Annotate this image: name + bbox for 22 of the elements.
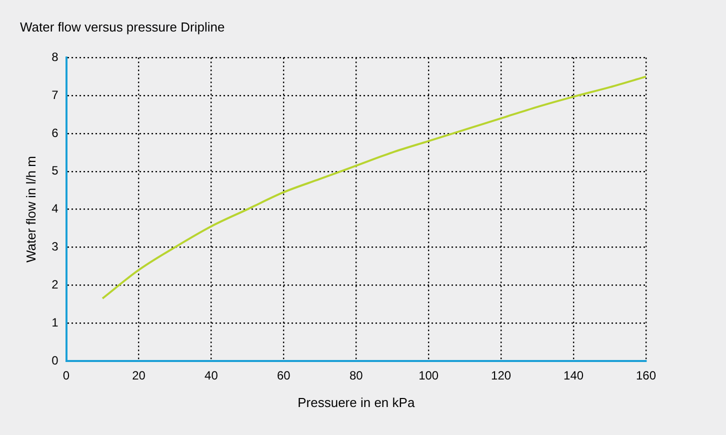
y-tick-label: 3 — [52, 240, 59, 254]
y-tick-label: 7 — [52, 88, 59, 102]
x-tick-label: 40 — [204, 368, 218, 383]
y-tick-label: 6 — [52, 126, 59, 140]
x-tick-label: 20 — [132, 368, 146, 383]
x-tick-label: 120 — [491, 368, 512, 383]
x-axis-title: Pressuere in en kPa — [298, 394, 416, 410]
y-tick-label: 4 — [52, 202, 59, 216]
x-tick-label: 60 — [276, 368, 291, 383]
y-tick-label: 5 — [52, 164, 59, 178]
chart-title: Water flow versus pressure Dripline — [20, 19, 225, 34]
y-tick-label: 2 — [52, 277, 59, 292]
line-series — [102, 76, 646, 300]
x-tick-label: 100 — [418, 368, 439, 383]
x-tick-label: 0 — [62, 368, 70, 383]
x-tick-label: 160 — [636, 368, 656, 383]
y-tick-label: 0 — [52, 353, 59, 368]
x-tick-label: 80 — [349, 368, 364, 383]
y-tick-label: 1 — [52, 315, 59, 330]
y-axis-title: Water flow in l/h m — [23, 156, 38, 263]
y-tick-label: 8 — [52, 50, 59, 64]
x-tick-label: 140 — [564, 368, 584, 383]
